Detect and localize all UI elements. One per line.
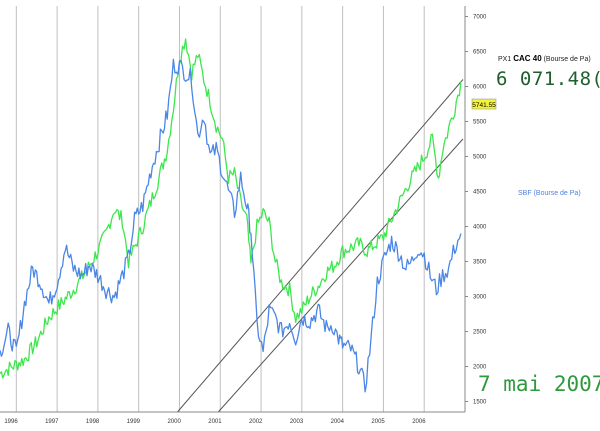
legend-sbf-name: SBF (518, 190, 532, 197)
x-tick-label: 1997 (45, 419, 59, 425)
last-value: 6 071.48(c) (496, 68, 600, 90)
x-tick-label: 1998 (86, 419, 100, 425)
series-layer (0, 38, 462, 393)
x-tick-label: 2000 (167, 419, 181, 425)
x-tick-label: 2004 (331, 419, 345, 425)
x-tick-label: 2005 (371, 419, 385, 425)
legend-sbf-suffix: (Bourse de Pa) (533, 190, 581, 197)
series-line-cac-40 (0, 38, 462, 379)
x-tick-label: 2006 (412, 419, 426, 425)
price-tag-box (471, 98, 497, 110)
title-suffix: (Bourse de Pa) (543, 56, 591, 63)
y-tick-label: 1500 (473, 400, 487, 406)
y-tick-label: 4000 (473, 225, 487, 231)
price-tag-text: 5741.55 (472, 102, 496, 109)
axis-layer: 1996 1997 1998 1999 2000 2001 2002 2003 2004 2005… (0, 6, 487, 425)
grid-layer (15, 6, 425, 412)
channel-lower-line (217, 138, 464, 413)
y-tick-label: 2000 (473, 365, 487, 371)
channel-lines (177, 79, 464, 413)
title-name: CAC 40 (513, 54, 542, 63)
x-tick-label: 2002 (249, 419, 263, 425)
y-tick-label: 4500 (473, 190, 487, 196)
y-tick-label: 5000 (473, 155, 487, 161)
x-tick-label: 2001 (208, 419, 222, 425)
price-tag-group: 5741.55 (471, 98, 497, 110)
x-tick-label: 1996 (4, 419, 18, 425)
title-prefix: PX1 (498, 56, 512, 63)
y-tick-label: 6000 (473, 85, 487, 91)
y-tick-label: 2500 (473, 330, 487, 336)
y-tick-label: 5500 (473, 120, 487, 126)
legend-sbf: SBF (Bourse de Pa) (518, 190, 581, 197)
channel-upper-line (177, 79, 464, 413)
series-line-sbf (0, 58, 462, 393)
y-tick-label: 7000 (473, 15, 487, 21)
x-tick-label: 1999 (127, 419, 141, 425)
chart-title: PX1 CAC 40 (Bourse de Pa) (498, 54, 591, 63)
x-tick-label: 2003 (290, 419, 304, 425)
y-tick-label: 3000 (473, 295, 487, 301)
y-tick-label: 6500 (473, 50, 487, 56)
date-label: 7 mai 2007 (478, 372, 600, 396)
y-tick-label: 3500 (473, 260, 487, 266)
